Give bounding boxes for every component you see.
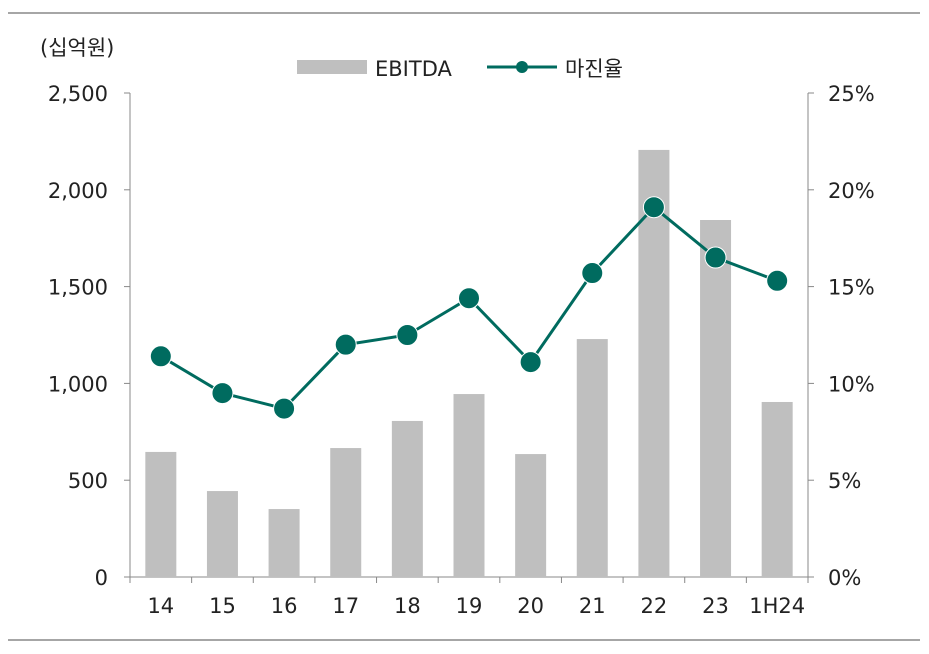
- left-tick-label: 0: [95, 566, 108, 590]
- bar-ebitda-16: [268, 509, 300, 577]
- x-tick-label: 20: [517, 594, 544, 618]
- x-tick-label: 1H24: [749, 594, 805, 618]
- x-tick-label: 23: [702, 594, 729, 618]
- x-tick-label: 19: [456, 594, 483, 618]
- margin-point-17: [334, 333, 357, 356]
- margin-point-20: [519, 351, 542, 374]
- x-tick-label: 22: [641, 594, 668, 618]
- x-tick-label: 15: [209, 594, 236, 618]
- x-tick-label: 17: [332, 594, 359, 618]
- left-tick-label: 2,000: [48, 179, 108, 203]
- unit-label: (십억원): [40, 36, 114, 60]
- left-tick-label: 500: [68, 469, 108, 493]
- bar-ebitda-17: [330, 448, 362, 577]
- margin-point-19: [458, 287, 480, 310]
- bar-ebitda-15: [206, 491, 238, 577]
- x-tick-label: 14: [147, 594, 174, 618]
- right-tick-label: 10%: [828, 372, 875, 396]
- right-tick-label: 25%: [828, 82, 875, 106]
- right-tick-label: 5%: [828, 469, 861, 493]
- bar-ebitda-19: [453, 394, 485, 577]
- x-tick-label: 18: [394, 594, 421, 618]
- bar-ebitda-20: [515, 454, 547, 577]
- bar-ebitda-1H24: [761, 401, 793, 577]
- legend: EBITDA 마진율: [297, 57, 623, 81]
- right-tick-label: 15%: [828, 276, 875, 300]
- legend-marker-margin: [516, 61, 528, 73]
- margin-point-21: [581, 262, 604, 285]
- right-tick-label: 20%: [828, 179, 875, 203]
- bar-ebitda-23: [700, 220, 732, 578]
- margin-point-23: [704, 246, 727, 269]
- x-tick-label: 16: [271, 594, 298, 618]
- bar-ebitda-21: [576, 339, 608, 577]
- margin-point-18: [396, 324, 419, 346]
- bar-ebitda-14: [145, 451, 177, 577]
- margin-point-22: [642, 196, 665, 219]
- left-tick-label: 1,500: [48, 276, 108, 300]
- left-tick-label: 1,000: [48, 372, 108, 396]
- legend-label-ebitda: EBITDA: [375, 57, 452, 81]
- legend-label-margin: 마진율: [565, 57, 623, 81]
- margin-point-1H24: [766, 269, 789, 292]
- bar-ebitda-18: [391, 420, 423, 577]
- legend-swatch-ebitda: [297, 60, 367, 74]
- margin-point-14: [149, 345, 172, 368]
- margin-point-16: [273, 397, 296, 420]
- bar-ebitda-22: [638, 149, 670, 577]
- left-tick-label: 2,500: [48, 82, 108, 106]
- x-tick-label: 21: [579, 594, 606, 618]
- margin-point-15: [211, 382, 234, 405]
- right-tick-label: 0%: [828, 566, 861, 590]
